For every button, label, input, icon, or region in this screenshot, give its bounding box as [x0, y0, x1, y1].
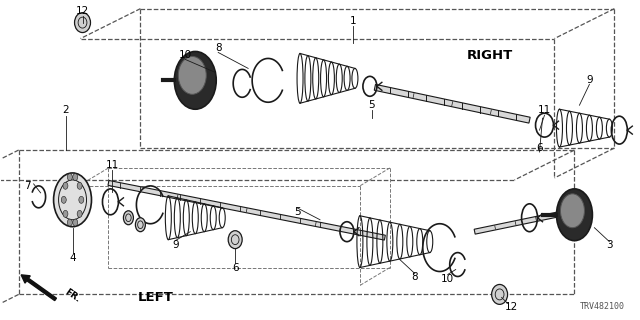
Ellipse shape: [77, 210, 82, 217]
Ellipse shape: [136, 218, 145, 232]
Ellipse shape: [54, 173, 92, 227]
Ellipse shape: [67, 174, 72, 180]
Text: 8: 8: [215, 44, 221, 53]
Ellipse shape: [124, 211, 133, 225]
Ellipse shape: [561, 194, 584, 228]
Ellipse shape: [492, 284, 508, 304]
Text: 12: 12: [76, 6, 89, 16]
Text: 5: 5: [294, 207, 300, 217]
Ellipse shape: [61, 196, 67, 203]
Text: 2: 2: [62, 105, 69, 115]
Polygon shape: [374, 84, 530, 123]
Ellipse shape: [179, 56, 206, 94]
Ellipse shape: [67, 219, 72, 226]
FancyArrow shape: [21, 275, 56, 300]
Text: 10: 10: [179, 51, 192, 60]
Text: 9: 9: [586, 75, 593, 85]
Text: 9: 9: [172, 240, 179, 250]
Text: FR.: FR.: [63, 287, 81, 304]
Text: 6: 6: [536, 143, 543, 153]
Ellipse shape: [73, 219, 77, 226]
Ellipse shape: [79, 196, 84, 203]
Text: 3: 3: [606, 240, 612, 250]
Ellipse shape: [228, 231, 242, 249]
Text: 12: 12: [505, 302, 518, 312]
Ellipse shape: [63, 182, 68, 189]
Text: 8: 8: [412, 273, 418, 283]
Text: 7: 7: [24, 181, 31, 191]
Ellipse shape: [77, 182, 82, 189]
Text: LEFT: LEFT: [138, 291, 173, 304]
Text: 11: 11: [106, 160, 119, 170]
Ellipse shape: [557, 189, 593, 241]
Text: 4: 4: [69, 252, 76, 263]
Ellipse shape: [63, 210, 68, 217]
Text: TRV482100: TRV482100: [579, 302, 625, 311]
Text: 11: 11: [538, 105, 551, 115]
Polygon shape: [474, 212, 557, 234]
Ellipse shape: [73, 174, 77, 180]
Text: RIGHT: RIGHT: [467, 49, 513, 62]
Text: 5: 5: [369, 100, 375, 110]
Text: 10: 10: [441, 275, 454, 284]
Text: 6: 6: [232, 262, 239, 273]
Text: 1: 1: [349, 16, 356, 26]
Ellipse shape: [74, 13, 90, 33]
Polygon shape: [108, 180, 385, 240]
Ellipse shape: [174, 52, 216, 109]
